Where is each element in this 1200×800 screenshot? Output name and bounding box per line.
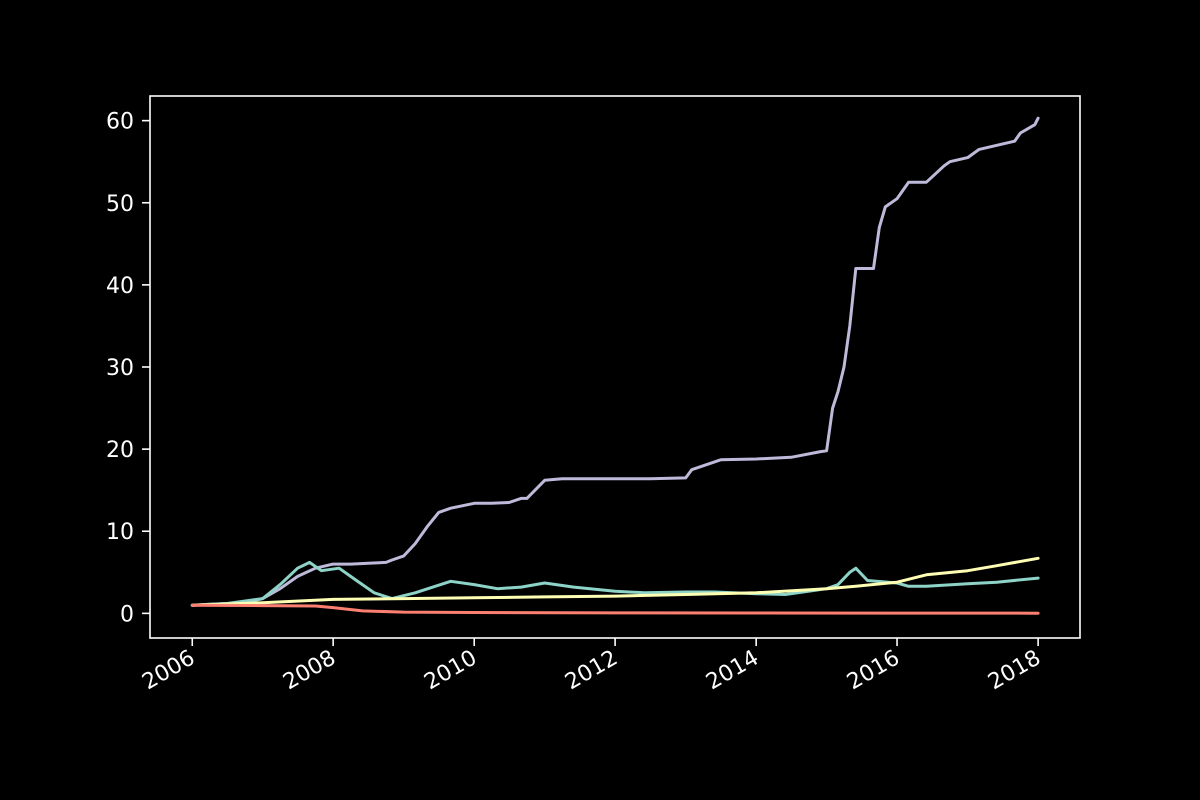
y-tick-label: 40	[106, 274, 134, 299]
y-tick-label: 0	[120, 602, 134, 627]
y-tick-label: 20	[106, 438, 134, 463]
series-line-4	[190, 603, 1040, 615]
y-tick-label: 50	[106, 192, 134, 217]
y-tick-label: 30	[106, 356, 134, 381]
series-layer	[190, 116, 1040, 615]
series-line-2	[190, 560, 1040, 607]
y-tick-label: 10	[106, 520, 134, 545]
series-line-1	[190, 116, 1040, 607]
series-line-3	[190, 556, 1040, 607]
y-tick-label: 60	[106, 110, 134, 135]
y-axis: 0 10 20 30 40 50 60	[106, 110, 150, 627]
